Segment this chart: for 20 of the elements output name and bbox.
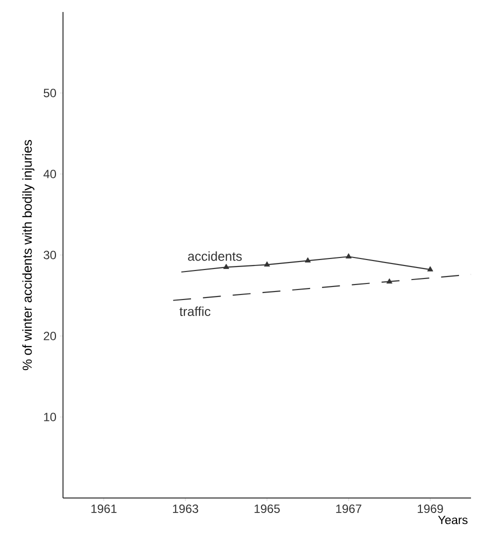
y-tick-label: 30 bbox=[44, 250, 56, 260]
point bbox=[304, 257, 311, 262]
x-tick-label: 1967 bbox=[336, 504, 362, 513]
point bbox=[386, 278, 392, 284]
x-axis-title: Years bbox=[438, 516, 468, 524]
point bbox=[346, 253, 352, 258]
point bbox=[427, 266, 434, 272]
point bbox=[264, 261, 270, 267]
y-tick-label: 10 bbox=[44, 412, 56, 422]
series-label: traffic bbox=[180, 306, 210, 316]
point bbox=[223, 264, 230, 269]
y-axis-title: % of winter accidents with bodily injuries bbox=[22, 140, 34, 370]
x-tick-label: 1969 bbox=[418, 504, 443, 513]
x-tick-label: 1965 bbox=[254, 504, 280, 513]
y-tick-label: 50 bbox=[44, 88, 56, 98]
y-tick-label: 40 bbox=[43, 170, 56, 178]
x-tick-label: 1963 bbox=[173, 504, 198, 513]
y-tick-label: 20 bbox=[44, 332, 56, 340]
x-tick-label: 1961 bbox=[91, 504, 117, 513]
series-label: accidents bbox=[188, 251, 242, 261]
